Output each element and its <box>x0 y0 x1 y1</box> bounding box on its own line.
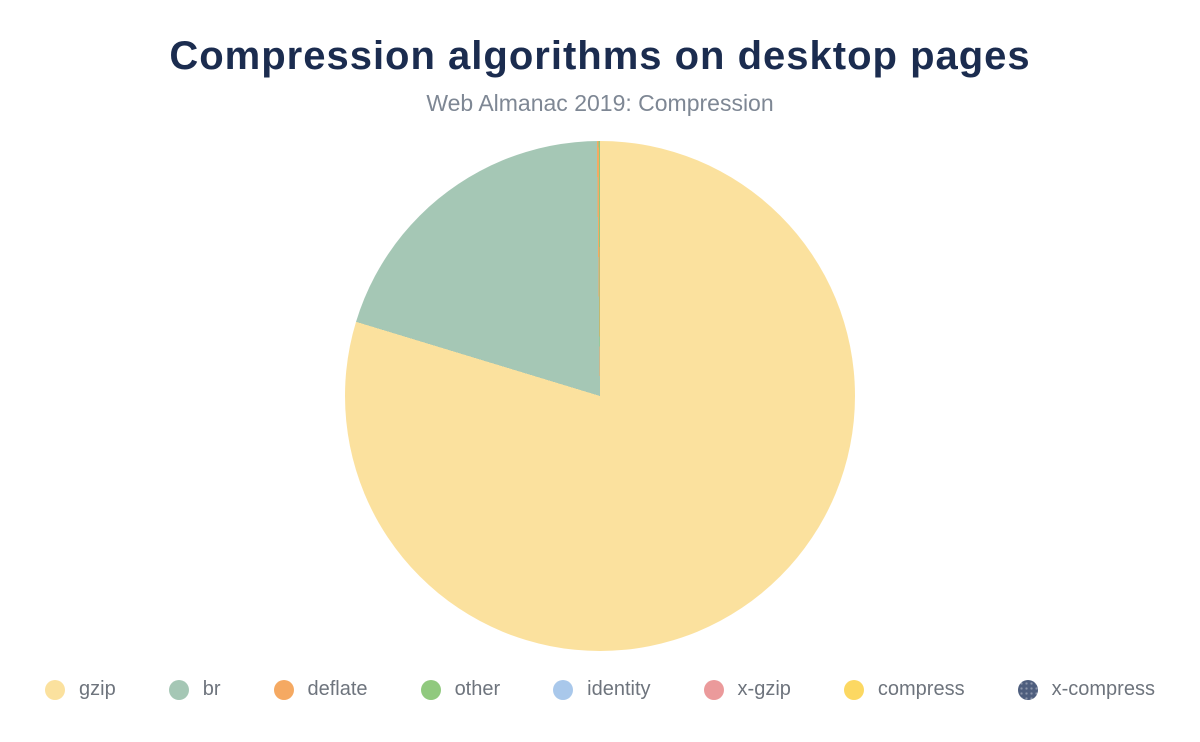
legend-swatch-icon <box>168 679 189 700</box>
legend-item-identity[interactable]: identity <box>553 678 651 701</box>
legend-item-br[interactable]: br <box>168 678 221 701</box>
legend-label: compress <box>877 678 965 700</box>
legend-label: deflate <box>307 678 368 700</box>
legend-swatch-icon <box>273 679 294 700</box>
legend-swatch-icon <box>1017 679 1038 700</box>
legend-label: x-compress <box>1051 678 1155 700</box>
legend-label: x-gzip <box>737 678 791 700</box>
legend-label: identity <box>587 678 651 700</box>
legend-item-gzip[interactable]: gzip <box>45 678 116 701</box>
legend-swatch-icon <box>703 679 724 700</box>
legend: gzip br deflate other identity x-gzip compress… <box>0 678 1200 701</box>
legend-label: br <box>202 678 221 700</box>
legend-item-deflate[interactable]: deflate <box>273 678 368 701</box>
legend-label: gzip <box>79 678 116 700</box>
legend-swatch-icon <box>45 679 65 700</box>
pie-chart[interactable] <box>345 141 855 651</box>
legend-swatch-icon <box>420 679 441 700</box>
chart-title: Compression algorithms on desktop pages <box>169 34 1031 78</box>
legend-item-x-compress[interactable]: x-compress <box>1017 678 1155 701</box>
legend-label: other <box>454 678 501 700</box>
legend-item-x-gzip[interactable]: x-gzip <box>703 678 791 701</box>
legend-item-compress[interactable]: compress <box>843 678 965 701</box>
chart-subtitle: Web Almanac 2019: Compression <box>426 90 774 116</box>
legend-item-other[interactable]: other <box>420 678 501 701</box>
legend-swatch-icon <box>843 679 864 700</box>
legend-swatch-icon <box>553 679 574 700</box>
